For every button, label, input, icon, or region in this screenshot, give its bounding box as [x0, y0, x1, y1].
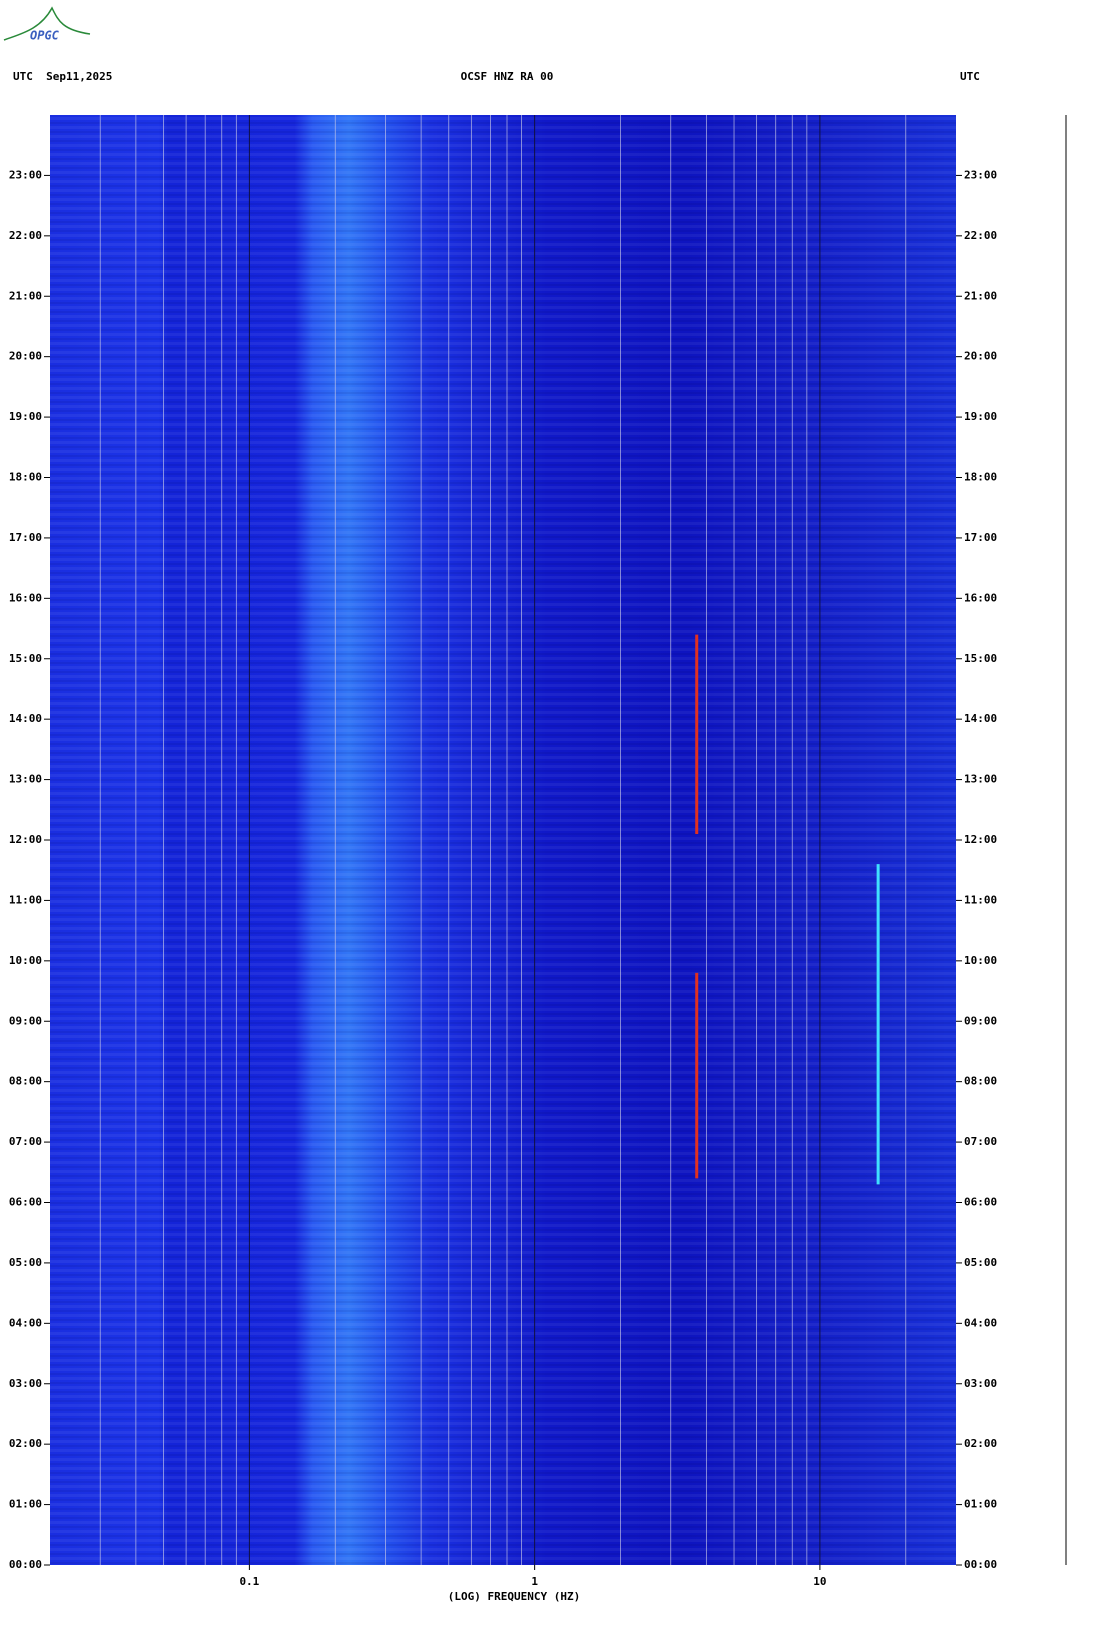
y-tick-label: 15:00	[964, 652, 997, 665]
y-tick-label: 02:00	[964, 1437, 997, 1450]
y-tick-label: 09:00	[9, 1014, 42, 1027]
y-tick-label: 16:00	[964, 591, 997, 604]
y-tick-label: 11:00	[964, 893, 997, 906]
y-tick-label: 11:00	[9, 893, 42, 906]
y-tick-label: 19:00	[9, 410, 42, 423]
y-tick-label: 20:00	[9, 350, 42, 363]
logo-text: OPGC	[30, 29, 60, 43]
y-tick-label: 16:00	[9, 591, 42, 604]
y-tick-label: 21:00	[964, 289, 997, 302]
y-tick-label: 10:00	[9, 954, 42, 967]
y-tick-label: 12:00	[9, 833, 42, 846]
y-tick-label: 18:00	[964, 471, 997, 484]
x-tick-label: 1	[531, 1575, 538, 1588]
y-tick-label: 06:00	[9, 1196, 42, 1209]
y-tick-label: 13:00	[964, 773, 997, 786]
y-tick-label: 00:00	[964, 1558, 997, 1571]
y-tick-label: 12:00	[964, 833, 997, 846]
y-tick-label: 23:00	[964, 168, 997, 181]
y-tick-label: 10:00	[964, 954, 997, 967]
y-tick-label: 21:00	[9, 289, 42, 302]
y-tick-label: 15:00	[9, 652, 42, 665]
y-tick-label: 14:00	[964, 712, 997, 725]
y-tick-label: 17:00	[9, 531, 42, 544]
y-tick-label: 08:00	[964, 1075, 997, 1088]
y-tick-label: 07:00	[9, 1135, 42, 1148]
y-tick-label: 01:00	[964, 1498, 997, 1511]
y-tick-label: 07:00	[964, 1135, 997, 1148]
x-tick-label: 0.1	[239, 1575, 259, 1588]
x-tick-label: 10	[813, 1575, 826, 1588]
y-tick-label: 19:00	[964, 410, 997, 423]
y-tick-label: 22:00	[9, 229, 42, 242]
y-tick-label: 04:00	[9, 1316, 42, 1329]
y-tick-label: 01:00	[9, 1498, 42, 1511]
y-tick-label: 17:00	[964, 531, 997, 544]
right-label: UTC	[960, 70, 980, 83]
y-tick-label: 13:00	[9, 773, 42, 786]
y-tick-label: 09:00	[964, 1014, 997, 1027]
y-tick-label: 14:00	[9, 712, 42, 725]
spectrogram-texture	[50, 115, 956, 1565]
x-axis-label: (LOG) FREQUENCY (HZ)	[448, 1590, 580, 1603]
y-tick-label: 02:00	[9, 1437, 42, 1450]
y-tick-label: 03:00	[964, 1377, 997, 1390]
y-tick-label: 18:00	[9, 471, 42, 484]
y-tick-label: 20:00	[964, 350, 997, 363]
y-tick-label: 23:00	[9, 168, 42, 181]
y-tick-label: 00:00	[9, 1558, 42, 1571]
left-label: UTC Sep11,2025	[13, 70, 112, 83]
y-tick-label: 22:00	[964, 229, 997, 242]
logo: OPGC	[3, 6, 91, 43]
y-tick-label: 03:00	[9, 1377, 42, 1390]
y-tick-label: 04:00	[964, 1316, 997, 1329]
y-tick-label: 06:00	[964, 1196, 997, 1209]
y-tick-label: 08:00	[9, 1075, 42, 1088]
chart-title: OCSF HNZ RA 00	[461, 70, 554, 83]
y-tick-label: 05:00	[964, 1256, 997, 1269]
y-tick-label: 05:00	[9, 1256, 42, 1269]
